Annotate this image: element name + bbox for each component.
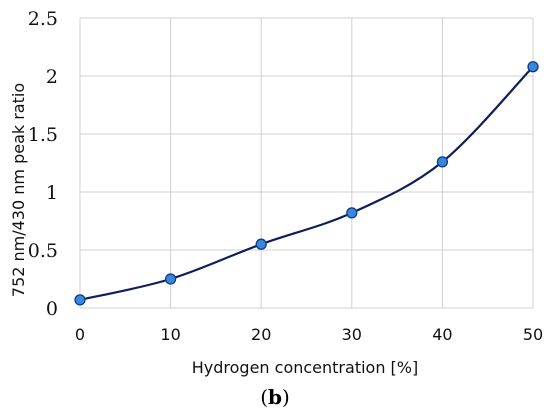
caption-letter: b (268, 385, 282, 409)
series-line (79, 65, 534, 301)
x-tick-label: 30 (342, 325, 362, 344)
grid (80, 17, 534, 308)
data-point (74, 294, 86, 306)
x-tick-label: 50 (523, 325, 543, 344)
y-tick-label: 0 (46, 298, 58, 320)
y-axis-label: 752 nm/430 nm peak ratio (9, 83, 28, 297)
y-tick-label: 2 (46, 66, 58, 88)
x-axis-label: Hydrogen concentration [%] (192, 358, 418, 377)
x-tick-label: 10 (160, 325, 180, 344)
caption-close-paren: ) (282, 385, 290, 409)
y-tick-label: 1.5 (28, 124, 58, 146)
data-point (527, 61, 539, 73)
caption-open-paren: ( (260, 385, 268, 409)
y-tick-label: 0.5 (28, 240, 58, 262)
x-tick-label: 40 (432, 325, 452, 344)
y-tick-labels: 0 0.5 1 1.5 2 2.5 (28, 8, 58, 320)
data-point (255, 238, 267, 250)
data-points (74, 61, 539, 306)
series (79, 65, 534, 301)
data-point (436, 156, 449, 168)
data-point (346, 207, 358, 219)
y-tick-label: 2.5 (28, 8, 58, 30)
x-tick-labels: 0 10 20 30 40 50 (75, 325, 543, 344)
figure-caption: (b) (260, 385, 290, 409)
x-tick-label: 20 (251, 325, 271, 344)
data-point (164, 273, 177, 285)
axes (79, 18, 533, 309)
y-tick-label: 1 (46, 182, 58, 204)
x-tick-label: 0 (75, 325, 85, 344)
